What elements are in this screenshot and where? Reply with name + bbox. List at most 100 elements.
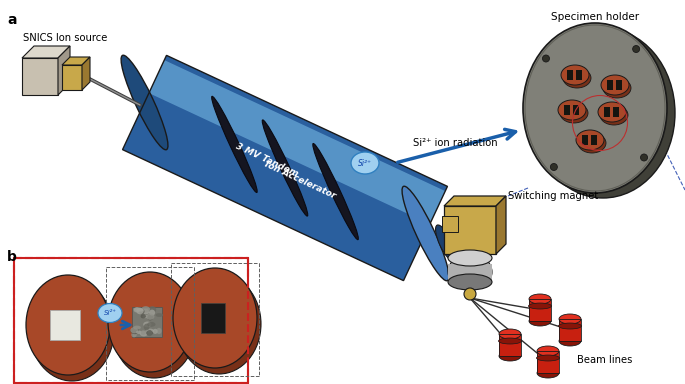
Ellipse shape	[146, 329, 154, 333]
FancyArrowPatch shape	[121, 321, 130, 329]
Ellipse shape	[523, 23, 667, 193]
Ellipse shape	[112, 278, 196, 378]
Ellipse shape	[640, 154, 647, 161]
Ellipse shape	[132, 332, 137, 338]
Ellipse shape	[134, 326, 141, 329]
Text: Si²⁺ ion radiation: Si²⁺ ion radiation	[412, 138, 497, 148]
Ellipse shape	[448, 254, 492, 290]
Ellipse shape	[149, 306, 156, 313]
Ellipse shape	[98, 303, 122, 323]
Ellipse shape	[559, 314, 581, 324]
Text: Specimen holder: Specimen holder	[551, 12, 639, 22]
Ellipse shape	[177, 274, 261, 374]
Ellipse shape	[499, 338, 521, 344]
Polygon shape	[616, 80, 622, 90]
Ellipse shape	[598, 102, 626, 122]
Ellipse shape	[143, 321, 151, 327]
Ellipse shape	[603, 78, 631, 98]
Ellipse shape	[601, 75, 629, 95]
Ellipse shape	[139, 309, 145, 314]
Ellipse shape	[313, 144, 358, 240]
Ellipse shape	[141, 306, 150, 313]
Text: Switching magnet: Switching magnet	[508, 191, 598, 201]
Polygon shape	[149, 60, 445, 224]
Ellipse shape	[537, 346, 559, 356]
Ellipse shape	[153, 329, 158, 334]
Polygon shape	[576, 70, 582, 80]
Ellipse shape	[144, 324, 149, 330]
Ellipse shape	[147, 330, 152, 336]
Polygon shape	[444, 196, 506, 206]
Ellipse shape	[578, 133, 606, 153]
Ellipse shape	[146, 314, 154, 320]
Ellipse shape	[558, 323, 582, 329]
Polygon shape	[591, 135, 597, 145]
Polygon shape	[529, 299, 551, 321]
Text: Ion Accelerator: Ion Accelerator	[263, 160, 337, 200]
Ellipse shape	[531, 28, 675, 198]
Polygon shape	[82, 57, 90, 90]
Ellipse shape	[121, 55, 168, 150]
Text: SNICS Ion source: SNICS Ion source	[23, 33, 108, 43]
Ellipse shape	[141, 309, 150, 314]
Ellipse shape	[140, 314, 146, 318]
Polygon shape	[582, 135, 588, 145]
Ellipse shape	[529, 303, 551, 309]
Ellipse shape	[576, 130, 604, 150]
Polygon shape	[607, 80, 613, 90]
Ellipse shape	[499, 351, 521, 361]
Polygon shape	[604, 107, 610, 117]
Ellipse shape	[559, 336, 581, 346]
Ellipse shape	[146, 330, 153, 336]
Text: Beam lines: Beam lines	[577, 355, 632, 365]
Ellipse shape	[147, 322, 155, 327]
Ellipse shape	[26, 275, 110, 375]
Ellipse shape	[600, 105, 628, 125]
Ellipse shape	[142, 315, 148, 318]
Ellipse shape	[536, 355, 560, 361]
Text: Si²⁺: Si²⁺	[358, 159, 372, 167]
Polygon shape	[537, 351, 559, 373]
Text: a: a	[7, 13, 16, 27]
Ellipse shape	[134, 308, 142, 311]
Ellipse shape	[448, 250, 492, 266]
Ellipse shape	[529, 316, 551, 326]
Ellipse shape	[262, 120, 308, 216]
Polygon shape	[22, 58, 58, 95]
Ellipse shape	[448, 274, 492, 290]
Polygon shape	[50, 310, 80, 340]
Ellipse shape	[529, 294, 551, 304]
Polygon shape	[201, 303, 225, 333]
Polygon shape	[62, 57, 90, 65]
Polygon shape	[58, 46, 70, 95]
Ellipse shape	[130, 328, 139, 334]
Ellipse shape	[436, 225, 456, 261]
Ellipse shape	[149, 314, 153, 320]
Ellipse shape	[499, 329, 521, 339]
Polygon shape	[564, 105, 570, 115]
Ellipse shape	[633, 46, 640, 53]
Polygon shape	[444, 206, 496, 254]
Ellipse shape	[130, 327, 138, 333]
Polygon shape	[132, 307, 162, 337]
Ellipse shape	[173, 268, 257, 368]
Ellipse shape	[543, 55, 549, 62]
Ellipse shape	[550, 164, 558, 170]
Ellipse shape	[108, 272, 192, 372]
Ellipse shape	[140, 330, 146, 335]
Ellipse shape	[537, 368, 559, 378]
Ellipse shape	[140, 331, 148, 336]
Polygon shape	[62, 65, 82, 90]
Polygon shape	[567, 70, 573, 80]
Text: b: b	[7, 250, 17, 264]
Ellipse shape	[136, 331, 142, 334]
Ellipse shape	[134, 307, 140, 313]
Ellipse shape	[30, 281, 114, 381]
Ellipse shape	[464, 288, 476, 300]
Ellipse shape	[212, 96, 257, 192]
Ellipse shape	[149, 310, 155, 316]
Ellipse shape	[136, 308, 144, 314]
Polygon shape	[613, 107, 619, 117]
Ellipse shape	[563, 68, 591, 88]
Polygon shape	[559, 319, 581, 341]
